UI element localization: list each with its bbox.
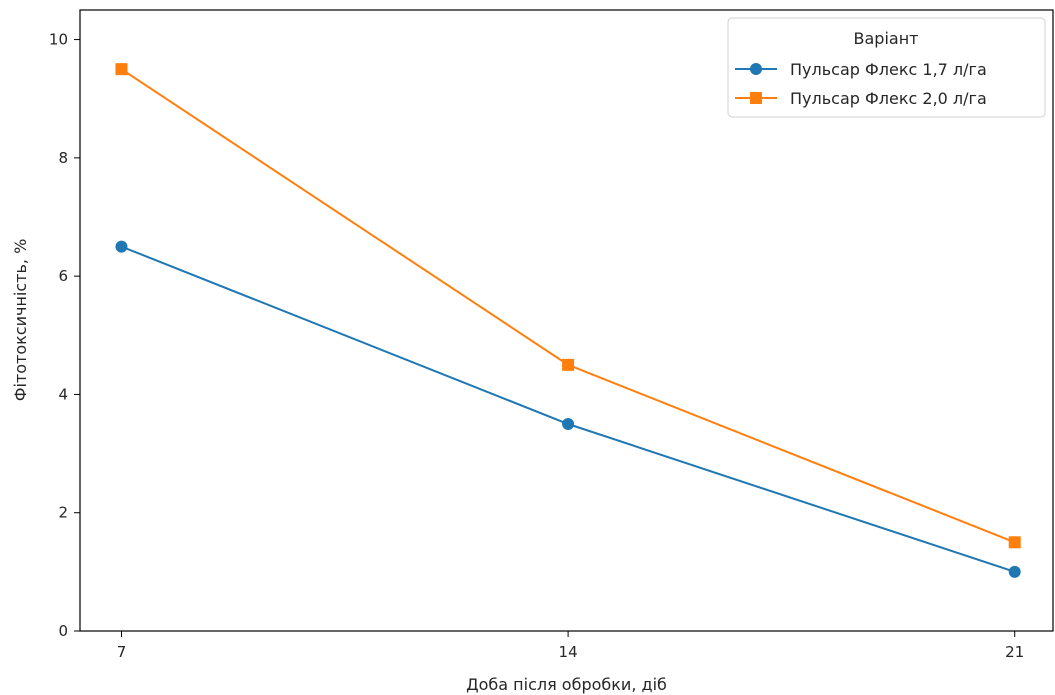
series-2-point-1 [115,63,128,76]
legend-marker-series-1 [750,63,762,75]
plot-frame [79,9,1054,632]
legend: Варіант Пульсар Флекс 1,7 л/га Пульсар Ф… [727,17,1046,118]
series-2-point-3 [1008,536,1021,549]
series-layer [115,63,1021,578]
y-tick-label: 10 [49,31,68,49]
y-tick-label: 6 [58,267,68,285]
series-1-point-1 [115,240,128,253]
y-tick-label: 4 [58,385,68,403]
x-tick-label: 21 [1005,643,1024,661]
legend-box [727,17,1046,118]
x-tick-label: 14 [559,643,578,661]
y-tick-label: 0 [58,622,68,640]
series-2-point-2 [562,358,575,371]
y-tick-label: 2 [58,504,68,522]
y-axis: 0 2 4 6 8 10 [49,31,80,640]
y-tick-label: 8 [58,149,68,167]
legend-label-series-2: Пульсар Флекс 2,0 л/га [790,89,987,108]
series-1-point-3 [1008,565,1021,578]
y-axis-label: Фітотоксичність, % [11,239,30,402]
legend-label-series-1: Пульсар Флекс 1,7 л/га [790,60,987,79]
series-1-point-2 [562,418,575,430]
x-tick-label: 7 [117,643,127,661]
x-axis: 7 14 21 [117,631,1024,661]
legend-title: Варіант [854,29,919,48]
x-axis-label: Доба після обробки, діб [466,675,667,694]
legend-marker-series-2 [750,92,762,104]
